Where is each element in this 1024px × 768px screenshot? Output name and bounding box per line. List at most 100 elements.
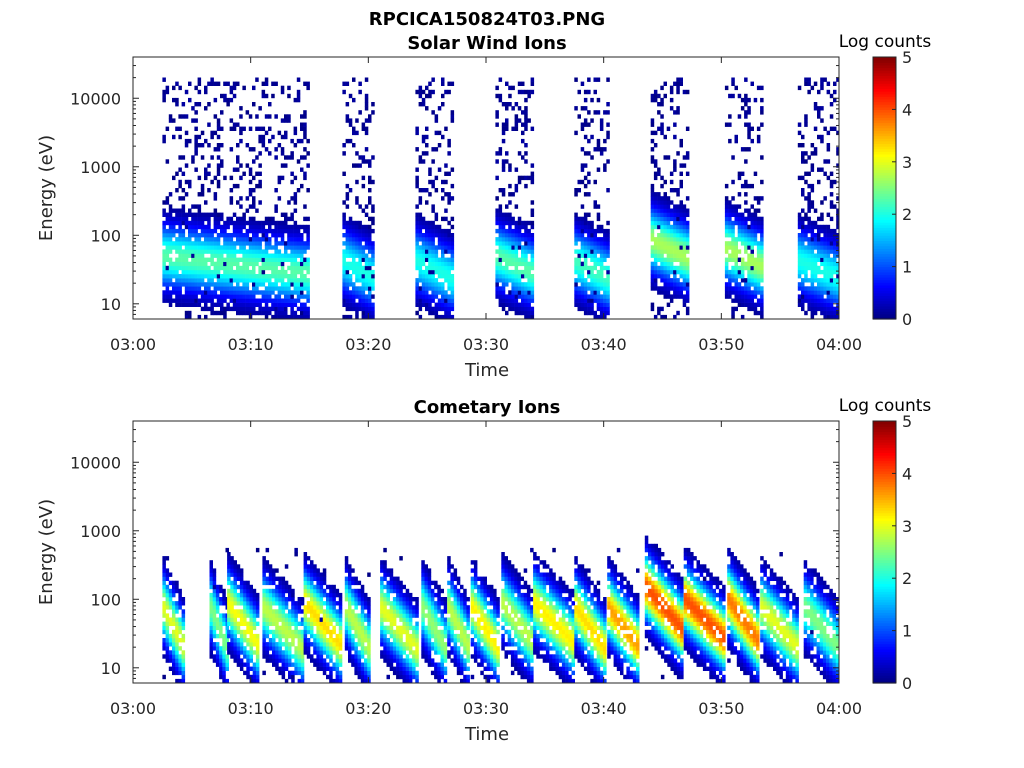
heatmap-cell <box>232 81 237 86</box>
heatmap-cell <box>521 282 525 287</box>
heatmap-cell <box>498 77 503 82</box>
heatmap-cell <box>606 134 610 140</box>
heatmap-cell <box>505 274 509 279</box>
heatmap-cell <box>209 601 213 606</box>
heatmap-cell <box>184 241 189 246</box>
heatmap-cell <box>272 609 276 614</box>
heatmap-cell <box>508 228 512 234</box>
heatmap-cell <box>165 228 170 234</box>
figure-title: RPCICA150824T03.PNG <box>369 9 605 30</box>
heatmap-cell <box>663 286 667 291</box>
heatmap-cell <box>740 278 745 283</box>
heatmap-cell <box>175 650 179 655</box>
heatmap-cell <box>434 147 439 152</box>
heatmap-cell <box>236 265 240 271</box>
heatmap-cell <box>501 167 506 172</box>
heatmap-cell <box>264 294 269 299</box>
heatmap-cell <box>657 265 661 271</box>
heatmap-cell <box>587 110 591 115</box>
heatmap-cell <box>293 237 298 242</box>
heatmap-cell <box>322 621 327 626</box>
heatmap-cell <box>587 77 591 82</box>
heatmap-cell <box>344 568 349 573</box>
heatmap-cell <box>807 192 811 197</box>
heatmap-cell <box>329 646 333 651</box>
heatmap-cell <box>361 298 366 303</box>
heatmap-cell <box>441 306 445 312</box>
heatmap-cell <box>444 89 448 95</box>
heatmap-cell <box>275 601 279 606</box>
heatmap-cell <box>348 233 353 238</box>
heatmap-cell <box>590 241 594 246</box>
heatmap-cell <box>760 249 764 254</box>
heatmap-cell <box>580 265 585 271</box>
heatmap-cell <box>734 204 738 209</box>
heatmap-cell <box>252 265 256 271</box>
heatmap-cell <box>178 294 182 299</box>
heatmap-cell <box>287 278 291 283</box>
heatmap-cell <box>207 290 211 295</box>
heatmap-cell <box>215 642 220 647</box>
heatmap-cell <box>505 298 509 303</box>
heatmap-cell <box>303 257 307 262</box>
heatmap-cell <box>232 306 237 312</box>
heatmap-cell <box>322 609 327 614</box>
heatmap-cell <box>200 294 205 299</box>
heatmap-cell <box>284 678 289 683</box>
heatmap-cell <box>744 192 748 197</box>
heatmap-cell <box>303 572 308 577</box>
heatmap-cell <box>599 298 604 303</box>
heatmap-cell <box>514 294 519 299</box>
heatmap-cell <box>300 253 304 258</box>
heatmap-cell <box>220 257 224 262</box>
heatmap-cell <box>255 237 259 242</box>
heatmap-cell <box>826 257 831 262</box>
heatmap-cell <box>580 306 585 312</box>
heatmap-cell <box>753 310 758 316</box>
heatmap-cell <box>255 241 259 246</box>
heatmap-cell <box>268 138 272 144</box>
heatmap-cell <box>239 646 244 651</box>
heatmap-cell <box>262 646 266 651</box>
heatmap-cell <box>348 274 353 279</box>
heatmap-cell <box>220 310 224 316</box>
heatmap-cell <box>252 605 257 610</box>
heatmap-cell <box>756 310 761 316</box>
heatmap-cell <box>583 278 588 283</box>
heatmap-cell <box>178 617 182 622</box>
colorbar-gradient-step <box>873 140 896 145</box>
heatmap-cell <box>274 224 278 230</box>
heatmap-cell <box>261 224 266 230</box>
heatmap-cell <box>216 179 221 185</box>
heatmap-cell <box>801 306 805 312</box>
heatmap-cell <box>162 93 166 99</box>
heatmap-cell <box>679 224 683 230</box>
heatmap-cell <box>275 576 279 581</box>
heatmap-cell <box>227 633 231 639</box>
heatmap-cell <box>530 245 535 250</box>
heatmap-cell <box>344 556 349 561</box>
heatmap-cell <box>261 257 266 262</box>
heatmap-cell <box>514 220 519 226</box>
heatmap-cell <box>580 147 585 152</box>
heatmap-cell <box>184 314 189 319</box>
heatmap-cell <box>168 224 173 230</box>
heatmap-cell <box>197 77 202 82</box>
heatmap-cell <box>342 212 346 217</box>
heatmap-cell <box>246 642 250 647</box>
heatmap-cell <box>731 93 735 99</box>
heatmap-cell <box>354 588 358 594</box>
heatmap-cell <box>364 237 369 242</box>
heatmap-cell <box>194 298 198 303</box>
heatmap-cell <box>734 282 738 287</box>
heatmap-cell <box>836 208 839 213</box>
heatmap-cell <box>212 629 217 635</box>
heatmap-cell <box>262 564 266 569</box>
heatmap-cell <box>191 253 195 258</box>
heatmap-cell <box>223 241 227 246</box>
heatmap-cell <box>750 212 754 217</box>
heatmap-cell <box>172 134 176 140</box>
heatmap-cell <box>498 278 503 283</box>
heatmap-cell <box>354 650 358 655</box>
heatmap-cell <box>514 310 519 316</box>
